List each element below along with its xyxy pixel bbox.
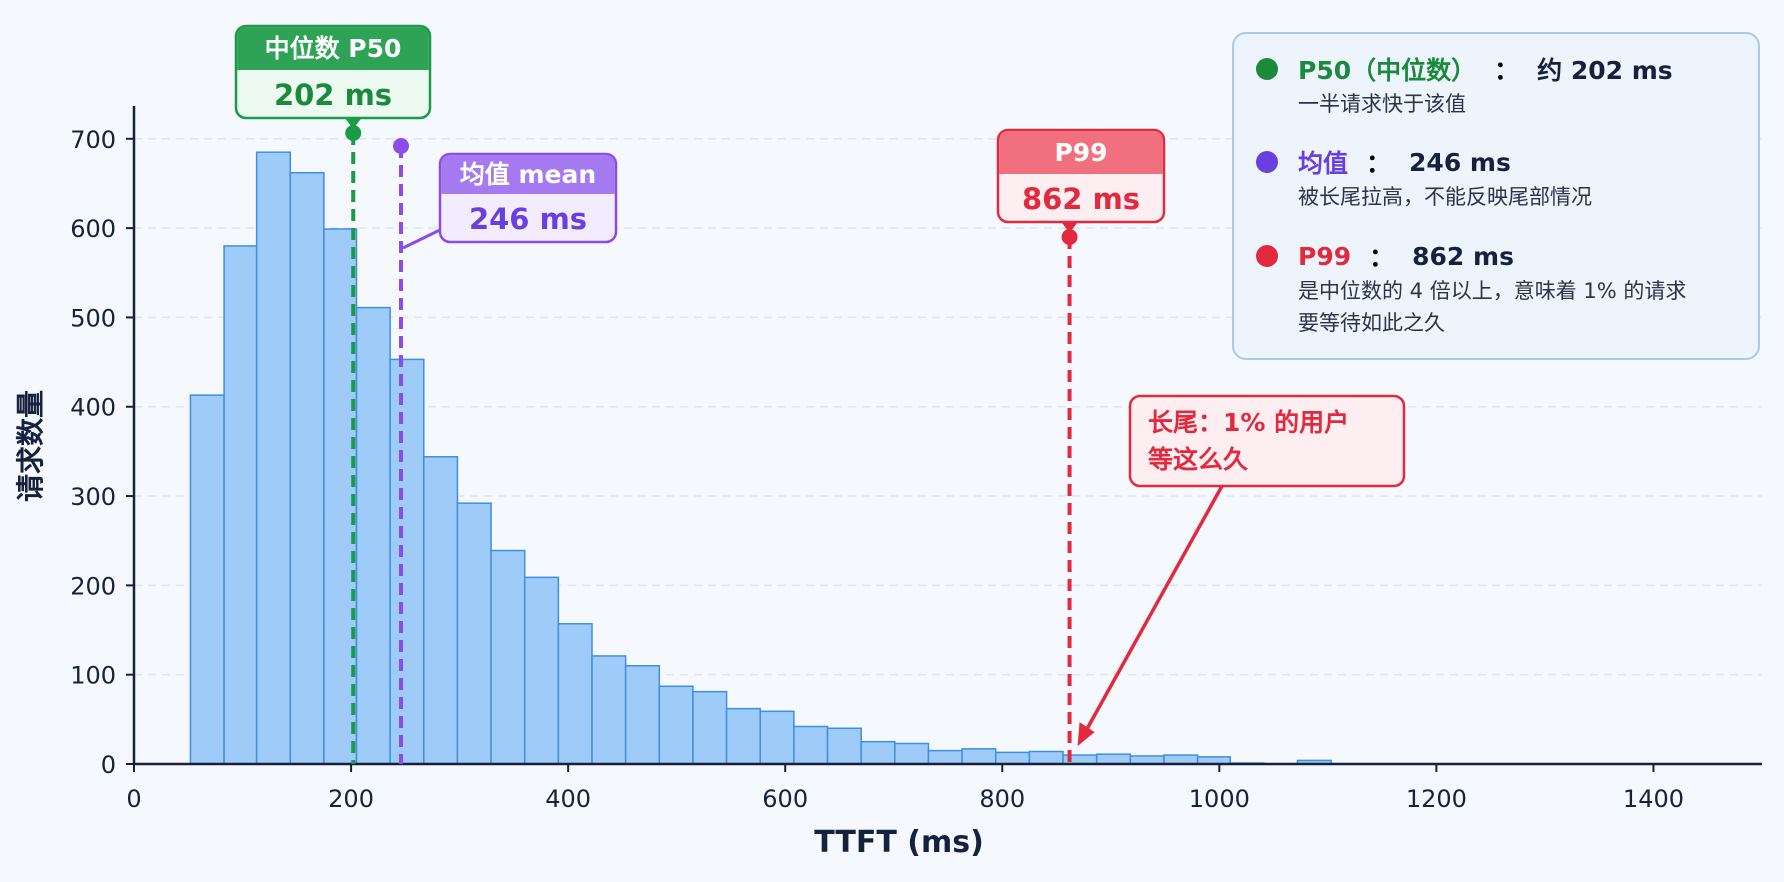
x-tick-label: 200 (328, 785, 374, 813)
x-tick-label: 1200 (1406, 785, 1467, 813)
y-tick-label: 500 (70, 304, 116, 332)
marker-dot (345, 125, 362, 141)
legend-description: 是中位数的 4 倍以上，意味着 1% 的请求 (1298, 279, 1687, 303)
histogram-bar (759, 710, 795, 765)
legend-item-p99: P99 ： 862 ms 是中位数的 4 倍以上，意味着 1% 的请求 要等待如… (1256, 241, 1686, 339)
callout-title: 均值 mean (460, 160, 596, 189)
y-tick-label: 400 (70, 394, 116, 422)
callout-header (999, 131, 1163, 174)
histogram-bar (490, 549, 526, 765)
x-tick-label: 400 (545, 785, 591, 813)
annotation-text: 长尾：1% 的用户 (1148, 408, 1349, 437)
y-tick-label: 600 (70, 215, 116, 243)
callout-value: 862 ms (1022, 182, 1140, 216)
histogram-bar (1095, 753, 1132, 765)
histogram-bar (995, 751, 1031, 765)
histogram-bar (389, 358, 425, 765)
histogram-bar (456, 502, 492, 765)
histogram-bar (591, 655, 627, 765)
histogram-bar (223, 245, 258, 765)
x-tick-label: 800 (979, 785, 1025, 813)
histogram-bar (423, 456, 459, 765)
histogram-bar (189, 394, 225, 765)
marker-lines: 中位数 P50 202 ms 均值 mean 246 ms P99 862 ms (234, 24, 1166, 764)
histogram-bars (189, 151, 1332, 765)
legend-description: 被长尾拉高，不能反映尾部情况 (1298, 185, 1592, 209)
legend-dot (1256, 58, 1278, 80)
histogram-bar (658, 685, 694, 765)
legend-separator: ： (1494, 56, 1520, 85)
legend-name: P50（中位数） (1298, 56, 1477, 85)
callout-title: P99 (1054, 138, 1107, 167)
legend-item-mean: 均值 ： 246 ms 被长尾拉高，不能反映尾部情况 (1256, 147, 1592, 213)
histogram-bar (725, 707, 761, 765)
histogram-bar (826, 727, 862, 765)
histogram-bar (860, 740, 896, 765)
x-tick-label: 0 (126, 785, 141, 813)
axes: 0 100 200 300 400 500 600 700 0 200 400 600 800 1000 1… (70, 106, 1762, 813)
histogram-bar (289, 171, 325, 765)
y-axis-label: 请求数量 (14, 390, 47, 502)
x-tick-label: 600 (762, 785, 808, 813)
annotation-arrowhead (1077, 722, 1095, 747)
legend-dot (1256, 245, 1278, 267)
legend-separator: ： (1369, 243, 1395, 272)
callout-pointer (402, 226, 445, 250)
legend-separator: ： (1366, 149, 1392, 178)
y-tick-label: 0 (101, 751, 116, 779)
marker-dot (392, 138, 409, 154)
histogram-bar (961, 748, 997, 765)
legend-panel: P50（中位数） ： 约 202 ms 一半请求快于该值 均值 ： 246 ms… (1232, 32, 1760, 360)
marker-p50: 中位数 P50 202 ms (234, 24, 432, 764)
legend-value: 246 ms (1409, 147, 1511, 177)
annotation-box (1128, 394, 1406, 488)
histogram-bar (793, 725, 829, 765)
callout-pointer (344, 117, 363, 129)
marker-p99: P99 862 ms (996, 128, 1166, 764)
histogram-bar (894, 742, 930, 765)
histogram-bar (523, 576, 560, 765)
y-tick-label: 700 (70, 126, 116, 154)
callout-value: 202 ms (274, 78, 392, 112)
legend-value: 862 ms (1412, 241, 1514, 271)
callout-value: 246 ms (469, 202, 587, 236)
legend-name: P99 (1298, 241, 1352, 271)
y-tick-label: 200 (70, 572, 116, 600)
x-axis-label: TTFT (ms) (814, 825, 984, 860)
callout-header (441, 155, 615, 194)
callout-title: 中位数 P50 (265, 34, 402, 63)
annotation-text: 等这么久 (1148, 445, 1248, 474)
legend-dot (1256, 151, 1278, 173)
histogram-bar (927, 749, 963, 765)
marker-dot (1061, 229, 1078, 245)
legend-description: 要等待如此之久 (1298, 311, 1445, 335)
histogram-bar (557, 623, 593, 765)
histogram-bar (1163, 754, 1199, 765)
histogram-bar (355, 306, 391, 765)
legend-item-p50: P50（中位数） ： 约 202 ms 一半请求快于该值 (1256, 54, 1673, 120)
x-tick-label: 1400 (1623, 785, 1684, 813)
callout-pointer (1060, 221, 1079, 233)
y-tick-label: 300 (70, 483, 116, 511)
callout-header (237, 27, 429, 70)
histogram-bar (1028, 750, 1064, 765)
legend-description: 一半请求快于该值 (1298, 92, 1466, 116)
histogram-bar (255, 151, 292, 765)
marker-mean: 均值 mean 246 ms (392, 138, 618, 764)
legend-value: 约 202 ms (1537, 56, 1673, 85)
annotation-arrow (1082, 485, 1224, 736)
legend-name: 均值 (1298, 149, 1349, 178)
y-tick-label: 100 (70, 662, 116, 690)
histogram-bar (692, 690, 728, 765)
histogram-bar (624, 665, 661, 765)
x-tick-label: 1000 (1189, 785, 1250, 813)
